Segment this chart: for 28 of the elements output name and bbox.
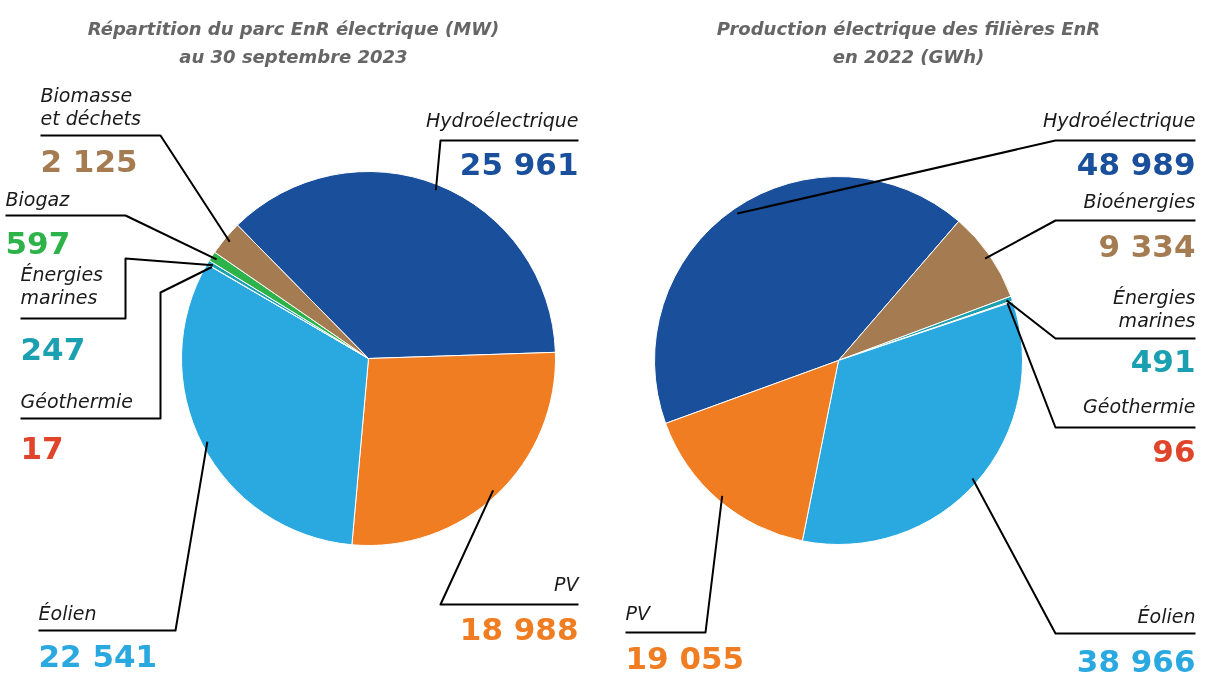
data-label: 491 [1130, 342, 1196, 379]
data-label: 2 125 [40, 142, 138, 179]
data-label: 9 334 [1098, 227, 1196, 264]
chart-title: Répartition du parc EnR électrique (MW) au 30 septembre 2023 [87, 18, 500, 67]
data-label: 48 989 [1076, 145, 1196, 182]
slice-label: Hydroélectrique [1043, 108, 1196, 131]
slice-label: Énergies marines [20, 262, 104, 309]
slice-label: PV [625, 601, 652, 624]
data-label: 17 [20, 429, 64, 466]
slice-label: Géothermie [1082, 394, 1196, 417]
data-label: 25 961 [459, 145, 579, 182]
slice-label: Énergies marines [1113, 285, 1196, 332]
data-label: 597 [5, 224, 71, 261]
slice-label: Éolien [38, 601, 97, 624]
data-label: 18 988 [459, 610, 579, 647]
data-label: 22 541 [38, 637, 158, 674]
slice-label: Biomasse et déchets [40, 83, 142, 130]
slice-label: Hydroélectrique [426, 108, 579, 131]
slice-label: Éolien [1137, 604, 1196, 627]
chart-title: Production électrique des filières EnR en 2022 (GWh) [716, 18, 1101, 67]
data-label: 38 966 [1076, 642, 1196, 677]
slice-label: Géothermie [20, 389, 134, 412]
slice-label: Biogaz [5, 187, 71, 210]
data-label: 19 055 [625, 639, 745, 676]
data-label: 96 [1152, 432, 1196, 469]
slice-label: Bioénergies [1083, 189, 1196, 212]
data-label: 247 [20, 330, 86, 367]
slice-label: PV [554, 572, 581, 595]
